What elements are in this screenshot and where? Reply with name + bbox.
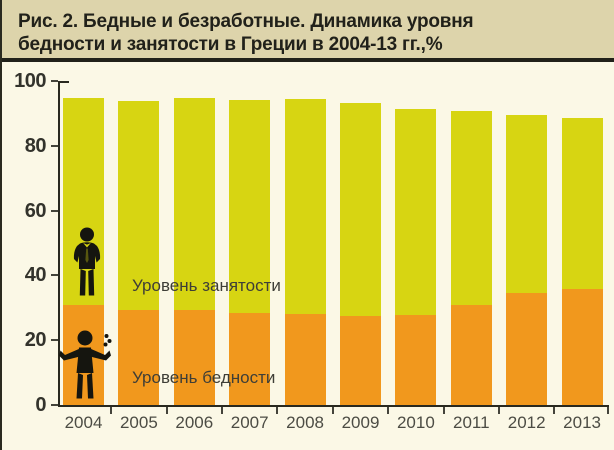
y-axis-tick-40 (51, 274, 58, 277)
bar-2009-poverty-segment (340, 315, 381, 405)
bar-2012-employment-segment (506, 114, 548, 293)
x-axis-label-2012: 2012 (507, 413, 546, 432)
x-axis-tick-1 (110, 407, 113, 414)
y-axis-tick-20 (51, 339, 58, 342)
x-axis-label-2010: 2010 (396, 413, 435, 432)
x-axis-tick-4 (276, 407, 279, 414)
bar-2008 (284, 99, 326, 405)
x-axis-tick-5 (331, 407, 334, 414)
x-axis-line (58, 405, 609, 407)
title-divider-rule (2, 58, 614, 62)
bar-2007-employment-segment (229, 100, 271, 314)
chart-area: 0 20 40 60 80 100 2004 2005 2006 2007 2008 2009 201… (2, 62, 614, 450)
bar-2012-poverty-segment (506, 292, 548, 405)
y-axis-tick-0 (51, 404, 58, 406)
x-axis-tick-9 (553, 407, 556, 414)
y-axis-tick-100 (51, 80, 58, 82)
bar-2010-poverty-segment (395, 315, 437, 405)
y-axis-label-40: 40 (24, 264, 47, 287)
bar-2013-poverty-segment (561, 289, 603, 405)
bar-2005 (118, 101, 160, 405)
employed-person-icon (73, 227, 101, 296)
y-axis-label-0: 0 (35, 394, 46, 416)
bar-2010 (395, 108, 437, 405)
x-axis-tick-8 (498, 407, 500, 414)
x-axis-label-2004: 2004 (64, 413, 103, 432)
bar-2006-poverty-segment (173, 310, 215, 405)
bar-2007-poverty-segment (229, 313, 271, 405)
bar-2007 (229, 100, 271, 405)
x-axis-label-2013: 2013 (563, 413, 601, 432)
bar-2008-poverty-segment (284, 313, 326, 405)
x-axis-label-2005: 2005 (119, 413, 158, 432)
x-axis-label-2006: 2006 (175, 413, 214, 432)
x-axis-tick-6 (387, 407, 390, 414)
x-axis-label-2011: 2011 (453, 413, 490, 432)
y-axis-line (58, 81, 60, 407)
bar-2008-employment-segment (284, 99, 326, 314)
bar-2011-poverty-segment (450, 304, 492, 405)
y-axis-label-60: 60 (24, 199, 47, 222)
chart-title-line-1: Рис. 2. Бедные и безработные. Динамика у… (18, 11, 474, 32)
chart-title: Рис. 2. Бедные и безработные. Динамика у… (2, 0, 614, 56)
y-axis-label-100: 100 (14, 70, 46, 92)
x-axis-label-2007: 2007 (230, 413, 269, 432)
y-axis-label-20: 20 (24, 329, 47, 352)
x-axis-tick-7 (442, 407, 445, 414)
bar-2009-employment-segment (340, 103, 381, 316)
employment-series-label: Уровень занятости (132, 276, 281, 295)
bar-2005-employment-segment (118, 101, 160, 310)
bar-2013-employment-segment (561, 117, 603, 290)
bar-2012 (506, 114, 548, 405)
bar-2005-poverty-segment (118, 309, 160, 405)
chart-title-line-2: бедности и занятости в Греции в 2004-13 … (18, 34, 443, 55)
title-band: Рис. 2. Бедные и безработные. Динамика у… (2, 0, 614, 58)
bar-2006-employment-segment (173, 97, 215, 311)
bar-2009 (340, 103, 381, 405)
bar-2013 (561, 117, 603, 405)
bar-2010-employment-segment (395, 108, 437, 316)
y-axis-tick-60 (51, 209, 58, 212)
x-axis-label-2008: 2008 (286, 413, 324, 432)
x-axis-tick-3 (221, 407, 223, 414)
poverty-series-label: Уровень бедности (132, 368, 276, 387)
y-axis-top-stub (60, 81, 69, 83)
x-axis-tick-2 (165, 407, 168, 414)
bar-2011-employment-segment (450, 111, 492, 305)
poor-person-icon (59, 330, 112, 399)
x-axis-tick-end (607, 407, 609, 414)
y-axis-tick-80 (51, 144, 58, 147)
bar-2006 (173, 97, 215, 405)
y-axis-label-80: 80 (24, 134, 47, 157)
bar-2011 (450, 111, 492, 405)
x-axis-label-2009: 2009 (341, 413, 380, 432)
